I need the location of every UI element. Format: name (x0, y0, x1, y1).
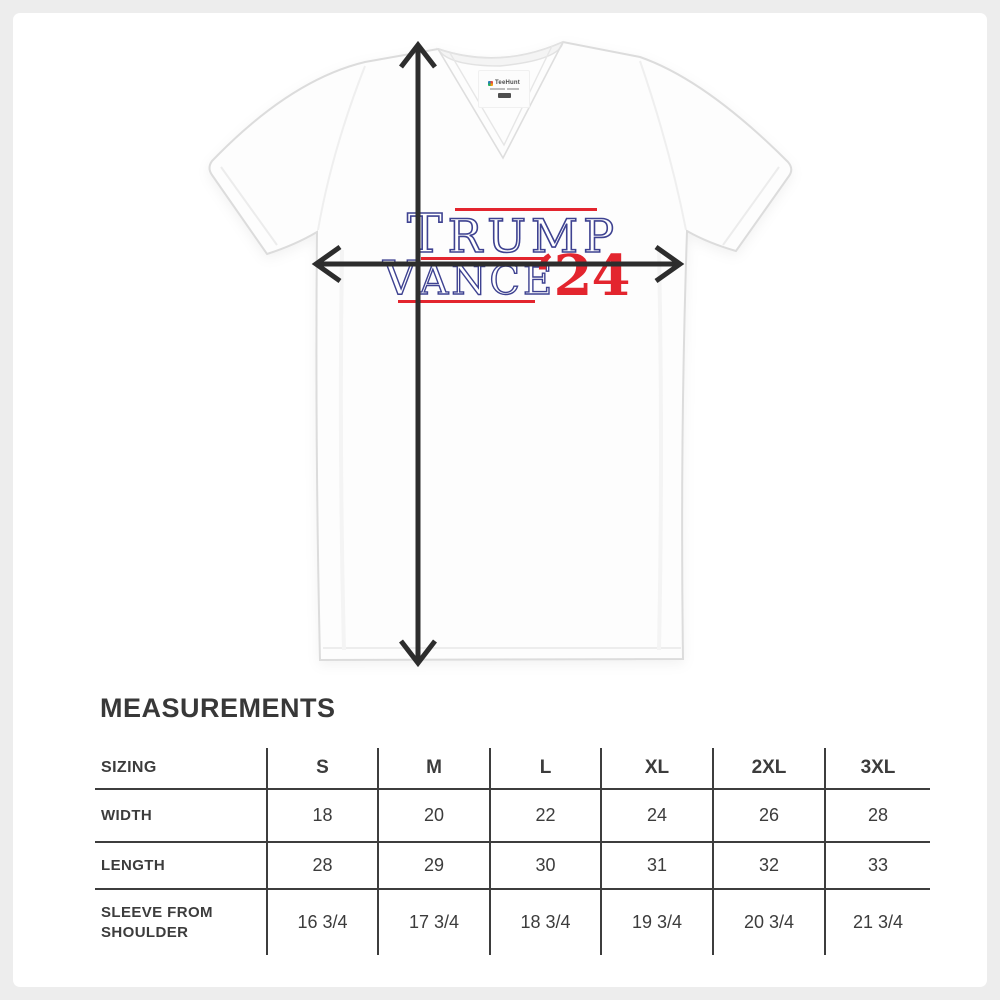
size-guide-card: TeeHunt TRUMP VANCE ‘24 (13, 13, 987, 987)
brand-row: TeeHunt (488, 80, 520, 86)
armhole-seam-left (317, 65, 366, 231)
tshirt-graphic (208, 40, 793, 662)
design-rule-bottom (398, 300, 535, 303)
care-text-line (489, 88, 519, 90)
sleeve-value: 16 3/4 (266, 889, 378, 955)
sleeve-hem-left (220, 166, 278, 246)
design-rule-top (455, 208, 597, 211)
sleeve-row: SLEEVE FROM SHOULDER 16 3/4 17 3/4 18 3/… (95, 889, 930, 955)
width-row: WIDTH 18 20 22 24 26 28 (95, 789, 930, 843)
shirt-print-design: TRUMP VANCE ‘24 (382, 199, 683, 317)
care-text-right (506, 88, 519, 90)
sleeve-hem-right (722, 166, 780, 246)
fold-right (657, 249, 663, 651)
design-trump-text: TRUMP (406, 202, 620, 265)
design-vance-text: VANCE (382, 251, 556, 305)
col-header-m: M (377, 748, 490, 790)
size-tag (497, 93, 511, 98)
width-value: 20 (377, 789, 490, 843)
sizing-header: SIZING (95, 748, 267, 790)
sleeve-value: 18 3/4 (489, 889, 601, 955)
width-value: 18 (266, 789, 378, 843)
design-year-text: ‘24 (535, 243, 630, 309)
care-text-left (489, 88, 505, 90)
sleeve-value: 20 3/4 (712, 889, 825, 955)
tshirt-body (208, 40, 793, 662)
measurements-title: MEASUREMENTS (100, 693, 336, 723)
col-header-s: S (266, 748, 378, 790)
size-table-header-row: SIZING S M L XL 2XL 3XL (95, 748, 930, 790)
brand-logo-icon (488, 80, 494, 86)
vneck-band-outer (437, 41, 564, 160)
length-row: LENGTH 28 29 30 31 32 33 (95, 842, 930, 890)
length-value: 32 (712, 842, 825, 890)
col-header-3xl: 3XL (824, 748, 930, 790)
length-value: 28 (266, 842, 378, 890)
vneck-band-inner (449, 45, 553, 147)
armhole-seam-right (639, 60, 687, 231)
back-collar (436, 40, 564, 67)
sleeve-value: 19 3/4 (600, 889, 713, 955)
sleeve-value: 21 3/4 (824, 889, 930, 955)
length-value: 31 (600, 842, 713, 890)
row-label-length: LENGTH (95, 842, 267, 890)
row-label-sleeve: SLEEVE FROM SHOULDER (101, 904, 213, 941)
width-value: 24 (600, 789, 713, 843)
measurements-section: MEASUREMENTS SIZING S M L XL 2XL 3XL WID… (13, 693, 987, 955)
length-value: 33 (824, 842, 930, 890)
fold-left (338, 249, 346, 651)
sleeve-value: 17 3/4 (377, 889, 490, 955)
width-value: 22 (489, 789, 601, 843)
length-value: 29 (377, 842, 490, 890)
col-header-xl: XL (600, 748, 713, 790)
brand-name: TeeHunt (495, 80, 520, 86)
width-value: 26 (712, 789, 825, 843)
tshirt-photo: TeeHunt TRUMP VANCE ‘24 (13, 13, 987, 691)
design-rule-middle (421, 257, 545, 260)
col-header-l: L (489, 748, 601, 790)
size-table: SIZING S M L XL 2XL 3XL WIDTH 18 20 22 2… (95, 748, 930, 955)
neck-label: TeeHunt (478, 70, 530, 108)
width-value: 28 (824, 789, 930, 843)
length-value: 30 (489, 842, 601, 890)
col-header-2xl: 2XL (712, 748, 825, 790)
row-label-width: WIDTH (95, 789, 267, 843)
